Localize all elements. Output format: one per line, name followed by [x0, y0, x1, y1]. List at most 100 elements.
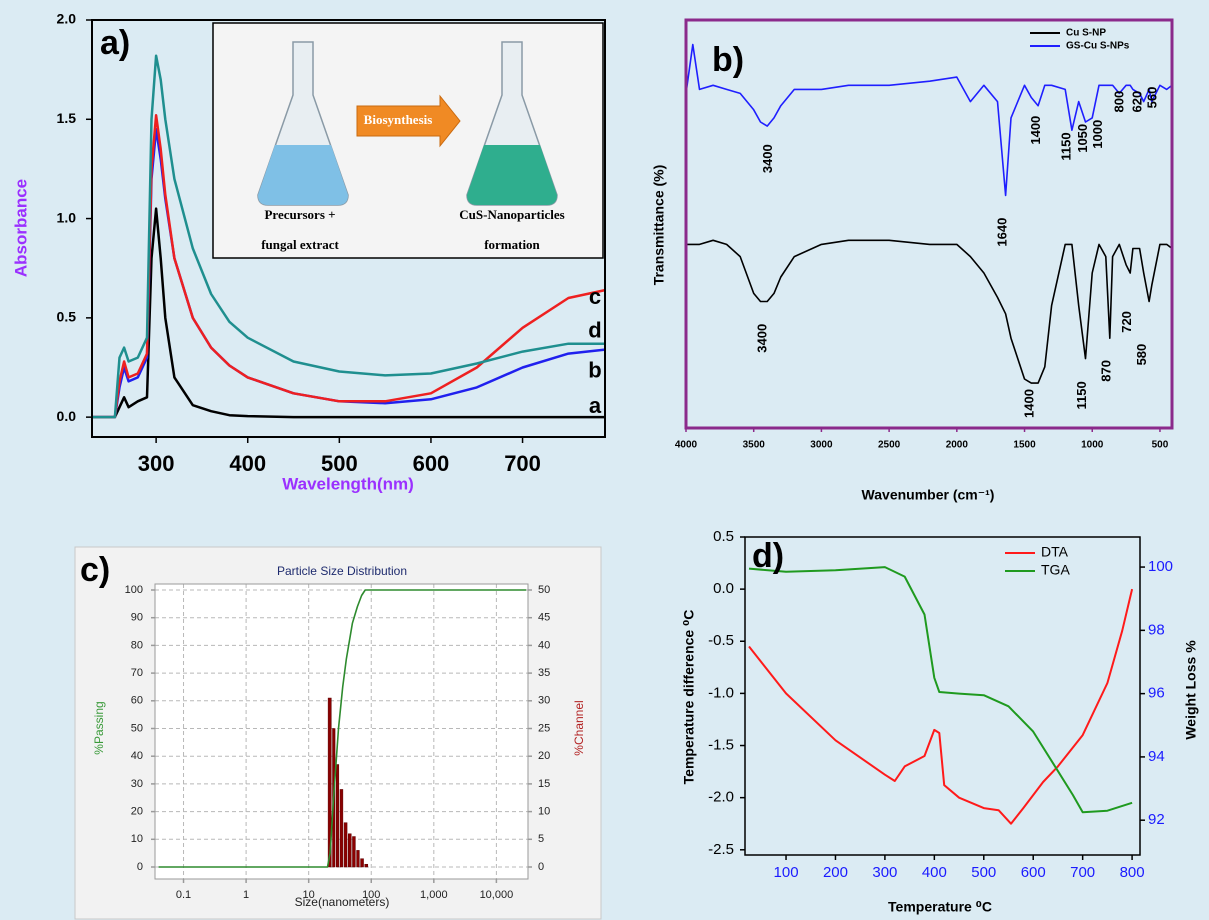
- y2-tick-label: 30: [538, 695, 550, 707]
- y2-tick-label: 92: [1148, 811, 1165, 828]
- y2-tick-label: 98: [1148, 621, 1165, 638]
- histogram-bar: [352, 836, 356, 868]
- y-tick-label: -1.5: [708, 736, 734, 753]
- histogram-bar: [364, 863, 369, 868]
- plot-frame: [684, 18, 1174, 430]
- y2-tick-label: 0: [538, 861, 544, 873]
- x-tick-label: 2000: [946, 440, 969, 451]
- x-tick-label: 1: [243, 889, 249, 901]
- x-label: Size(nanometers): [295, 895, 390, 909]
- histogram-bar: [327, 697, 332, 868]
- plot-frame: [91, 19, 606, 438]
- y-tick-label: 0: [137, 861, 143, 873]
- arrow-label: Biosynthesis: [364, 112, 433, 127]
- series-label: b: [588, 357, 601, 382]
- title: Particle Size Distribution: [277, 564, 407, 578]
- arrow: [356, 94, 461, 148]
- data-line: [685, 43, 1173, 197]
- y-tick-label: 0.0: [57, 408, 77, 424]
- series-label: d: [588, 317, 601, 342]
- plot-frame: [744, 536, 1141, 856]
- y2-tick-label: 94: [1148, 748, 1165, 765]
- series-label: a: [589, 393, 602, 418]
- annotation: 1150: [1059, 132, 1074, 160]
- y-tick-label: 2.0: [57, 11, 77, 27]
- y-tick-label: 10: [131, 833, 143, 845]
- y2-tick-label: 100: [1148, 558, 1173, 575]
- y-label: Temperature difference ⁰C: [681, 610, 697, 785]
- panel-label: a): [100, 24, 130, 62]
- legend-label: TGA: [1041, 562, 1070, 578]
- y-tick-label: -0.5: [708, 632, 734, 649]
- y-tick-label: -2.5: [708, 841, 734, 858]
- caption: fungal extract: [261, 237, 339, 252]
- series-label: c: [589, 284, 601, 309]
- y-tick-label: 90: [131, 612, 143, 624]
- y-tick-label: 80: [131, 639, 143, 651]
- y2-tick-label: 35: [538, 667, 550, 679]
- x-tick-label: 10: [303, 889, 315, 901]
- y-tick-label: 40: [131, 750, 143, 762]
- y2-tick-label: 45: [538, 612, 550, 624]
- x-tick-label: 3000: [810, 440, 833, 451]
- annotation: 870: [1099, 360, 1114, 382]
- y-tick-label: 30: [131, 778, 143, 790]
- x-label: Wavelength(nm): [282, 474, 414, 493]
- caption: CuS-Nanoparticles: [459, 207, 564, 222]
- x-label: Temperature ⁰C: [888, 899, 992, 915]
- flask: [257, 41, 349, 206]
- x-tick-label: 400: [922, 864, 947, 881]
- data-line: [92, 114, 606, 419]
- x-tick-label: 700: [504, 451, 541, 476]
- x-tick-label: 100: [774, 864, 799, 881]
- x-tick-label: 500: [971, 864, 996, 881]
- y-label: Absorbance: [11, 179, 30, 277]
- x-tick-label: 3500: [743, 440, 766, 451]
- histogram-bar: [343, 822, 348, 868]
- y-label: %Passing: [92, 701, 106, 754]
- x-tick-label: 600: [1021, 864, 1046, 881]
- x-tick-label: 2500: [878, 440, 901, 451]
- y2-tick-label: 25: [538, 722, 550, 734]
- x-tick-label: 300: [138, 451, 175, 476]
- flask-liquid: [467, 145, 557, 205]
- x-tick-label: 1000: [1081, 440, 1104, 451]
- x-label: Wavenumber (cm⁻¹): [862, 487, 995, 503]
- legend-label: GS-Cu S-NPs: [1066, 41, 1130, 52]
- annotation: 1150: [1074, 381, 1089, 409]
- annotation: 620: [1130, 91, 1145, 113]
- x-tick-label: 500: [1152, 440, 1169, 451]
- y-tick-label: 70: [131, 667, 143, 679]
- plot-frame: [154, 583, 529, 880]
- data-line: [748, 588, 1134, 825]
- y2-tick-label: 40: [538, 639, 550, 651]
- inset: Biosynthesis Precursors + fungal extract…: [212, 22, 604, 259]
- x-tick-label: 1500: [1013, 440, 1036, 451]
- y-tick-label: 0.5: [57, 309, 77, 325]
- histogram-bar: [356, 850, 360, 868]
- flask-liquid: [258, 145, 348, 205]
- data-line: [748, 566, 1133, 814]
- y2-label: Weight Loss %: [1183, 640, 1199, 740]
- x-tick-label: 100: [362, 889, 380, 901]
- y-tick-label: 1.5: [57, 110, 77, 126]
- data-line: [92, 54, 605, 419]
- annotation: 560: [1145, 87, 1160, 109]
- annotation: 800: [1111, 91, 1126, 113]
- legend-label: DTA: [1041, 544, 1069, 560]
- annotation: 1640: [994, 218, 1009, 247]
- x-tick-label: 1,000: [420, 889, 448, 901]
- y-tick-label: 20: [131, 806, 143, 818]
- annotation: 1400: [1028, 116, 1043, 145]
- y2-tick-label: 96: [1148, 685, 1165, 702]
- x-tick-label: 200: [823, 864, 848, 881]
- y2-tick-label: 5: [538, 833, 544, 845]
- y-tick-label: 0.0: [713, 580, 734, 597]
- panel-label: d): [752, 537, 784, 575]
- x-tick-label: 400: [229, 451, 266, 476]
- histogram-bar: [336, 764, 340, 868]
- caption: Precursors +: [264, 207, 335, 222]
- y-label: Transmittance (%): [651, 165, 667, 286]
- flask: [466, 41, 558, 206]
- annotation: 1000: [1090, 120, 1105, 149]
